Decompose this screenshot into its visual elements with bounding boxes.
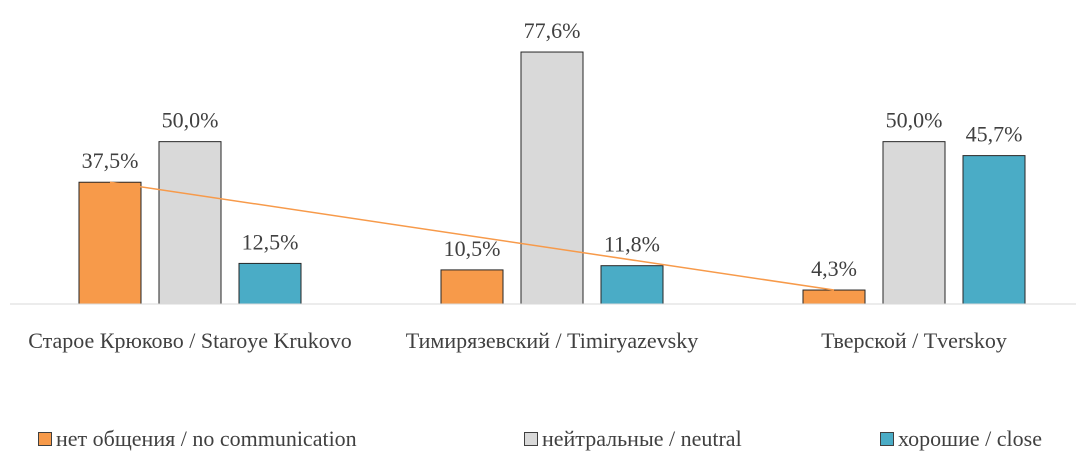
value-label: 50,0%: [886, 108, 943, 133]
legend-swatch: [880, 432, 894, 446]
value-label: 11,8%: [604, 232, 660, 257]
bar: [962, 155, 1026, 305]
value-label: 50,0%: [162, 108, 219, 133]
x-tick-label: Тимирязевский / Timiryazevsky: [405, 328, 699, 353]
value-label: 45,7%: [966, 122, 1023, 147]
bar: [238, 262, 302, 305]
legend-item: хорошие / close: [880, 426, 1042, 452]
value-label: 10,5%: [444, 236, 501, 261]
x-tick-label: Тверской / Tverskoy: [821, 328, 1007, 353]
bar: [600, 265, 664, 305]
bar: [78, 181, 142, 305]
value-label: 37,5%: [82, 148, 139, 173]
legend-swatch: [38, 432, 52, 446]
value-label: 12,5%: [242, 229, 299, 254]
bar: [802, 289, 866, 305]
legend-label: хорошие / close: [898, 426, 1042, 451]
legend-item: нейтральные / neutral: [524, 426, 742, 452]
x-tick-label: Старое Крюково / Staroye Krukovo: [28, 328, 352, 353]
value-label: 77,6%: [524, 18, 581, 43]
legend-label: нейтральные / neutral: [542, 426, 742, 451]
trendline: [109, 181, 835, 291]
bar: [440, 269, 504, 305]
legend-label: нет общения / no communication: [56, 426, 357, 451]
legend-swatch: [524, 432, 538, 446]
bar: [158, 141, 222, 305]
value-label: 4,3%: [811, 256, 857, 281]
bar: [520, 51, 584, 305]
legend-item: нет общения / no communication: [38, 426, 357, 452]
bar: [882, 141, 946, 305]
